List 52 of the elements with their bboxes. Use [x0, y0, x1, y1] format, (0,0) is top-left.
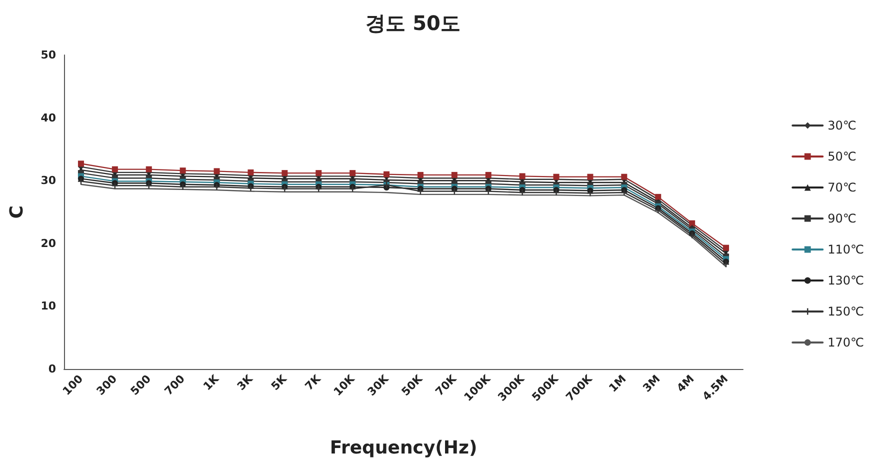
y-tick-label: 50 — [40, 48, 56, 62]
point — [519, 190, 526, 196]
point — [282, 170, 288, 176]
point — [417, 188, 424, 194]
point — [723, 244, 730, 251]
legend-label: 130℃ — [828, 274, 864, 288]
point — [621, 174, 628, 180]
point — [587, 174, 594, 180]
point — [485, 188, 492, 194]
x-tick-label: 1K — [200, 372, 222, 394]
point — [451, 188, 458, 194]
point — [78, 178, 84, 184]
x-tick-label: 1M — [606, 372, 629, 395]
legend-label: 30℃ — [828, 118, 856, 132]
point — [180, 184, 186, 190]
legend-label: 150℃ — [828, 304, 864, 318]
point — [78, 160, 84, 167]
point — [553, 174, 560, 180]
point — [180, 168, 186, 174]
point — [384, 171, 390, 178]
x-axis-title: Frequency(Hz) — [330, 438, 478, 458]
x-tick-label: 3K — [234, 372, 256, 394]
legend-label: 90℃ — [828, 212, 856, 226]
x-tick-label: 4M — [674, 372, 697, 395]
y-tick-label: 30 — [40, 174, 56, 188]
point — [417, 172, 424, 178]
legend-label: 110℃ — [828, 242, 864, 256]
y-tick-label: 0 — [48, 362, 56, 376]
point — [248, 169, 254, 176]
point — [655, 194, 662, 200]
point — [519, 173, 526, 180]
x-tick-label: 3M — [640, 372, 663, 395]
y-tick-label: 20 — [40, 236, 56, 250]
legend-label: 170℃ — [828, 336, 864, 350]
y-tick-label: 40 — [40, 111, 56, 124]
y-tick-label: 10 — [40, 300, 56, 313]
point — [451, 172, 458, 178]
point — [587, 190, 594, 196]
point — [112, 166, 118, 172]
point — [214, 168, 220, 174]
point — [146, 166, 152, 172]
legend-label: 70℃ — [828, 180, 856, 194]
point — [350, 170, 356, 176]
point — [553, 190, 560, 196]
point — [621, 190, 628, 196]
legend-label: 50℃ — [828, 150, 856, 164]
x-tick-label: 5K — [268, 372, 290, 394]
x-tick-label: 7K — [302, 372, 324, 394]
chart-title: 경도 50도 — [366, 11, 460, 35]
y-axis-title: C — [6, 205, 28, 219]
point — [485, 172, 492, 178]
point — [316, 170, 322, 176]
